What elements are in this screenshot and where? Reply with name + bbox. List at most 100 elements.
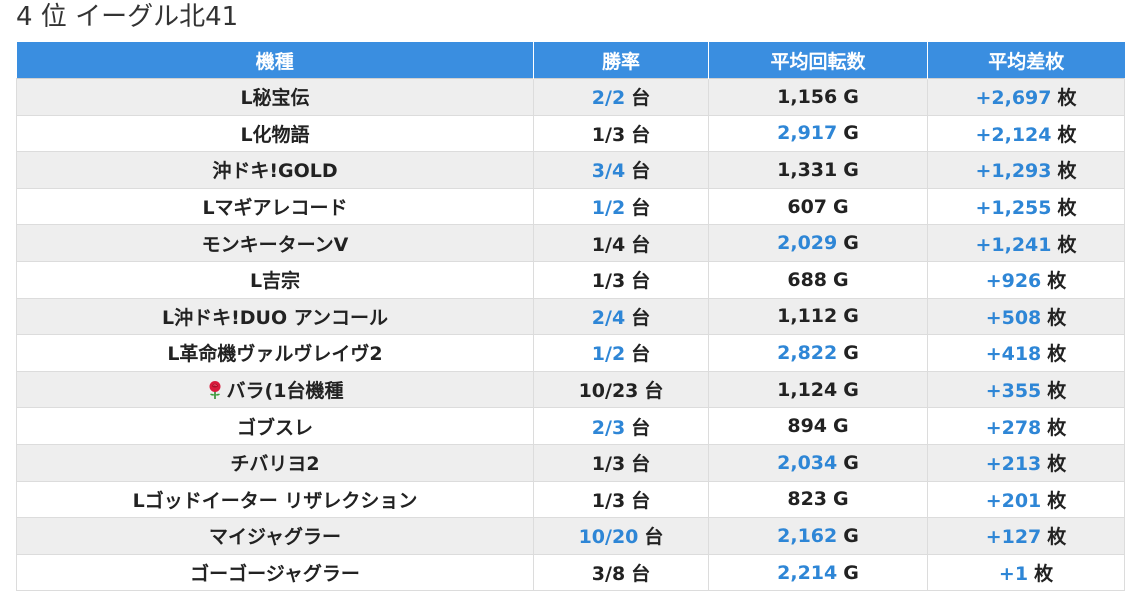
unit-machines: 台: [631, 87, 651, 110]
cell-machine: L秘宝伝: [16, 78, 534, 116]
avg-diff-value: +2,124: [975, 123, 1052, 146]
avg-spins-value: 894: [787, 415, 828, 438]
win-rate-value: 2/4: [591, 306, 626, 329]
avg-diff-value: +2,697: [975, 87, 1052, 110]
table-row: Lマギアレコード 1/2 台 607 G +1,255 枚: [16, 187, 1125, 226]
table-row: L吉宗 1/3 台 688 G +926 枚: [16, 260, 1125, 299]
cell-win-rate: 1/3 台: [533, 260, 709, 299]
table-row: L化物語 1/3 台 2,917 G +2,124 枚: [16, 114, 1125, 153]
rose-icon: [209, 381, 221, 400]
cell-avg-spins: 2,034 G: [708, 443, 928, 482]
win-rate-value: 2/3: [591, 416, 626, 439]
cell-avg-diff: +213 枚: [927, 443, 1125, 482]
unit-medals: 枚: [1057, 87, 1077, 110]
table-row: Lゴッドイーター リザレクション 1/3 台 823 G +201 枚: [16, 480, 1125, 519]
unit-medals: 枚: [1034, 563, 1054, 586]
cell-avg-spins: 894 G: [708, 407, 928, 445]
win-rate-value: 1/2: [591, 343, 626, 366]
machine-name: ゴブスレ: [236, 416, 313, 439]
header-machine[interactable]: 機種: [16, 42, 534, 79]
table-row: L秘宝伝 2/2 台 1,156 G +2,697 枚: [16, 78, 1125, 116]
unit-games: G: [843, 524, 859, 547]
cell-machine: バラ(1台機種: [16, 370, 534, 409]
cell-avg-spins: 2,214 G: [708, 553, 928, 592]
avg-diff-value: +127: [985, 526, 1042, 549]
unit-machines: 台: [644, 380, 664, 403]
avg-spins-value: 1,124: [777, 378, 838, 401]
machine-name: モンキーターンV: [201, 233, 349, 256]
avg-spins-value: 2,034: [777, 451, 838, 474]
avg-spins-value: 2,822: [777, 341, 838, 364]
unit-games: G: [833, 268, 849, 291]
cell-machine: モンキーターンV: [16, 224, 534, 262]
unit-medals: 枚: [1047, 416, 1067, 439]
cell-win-rate: 1/3 台: [533, 443, 709, 482]
unit-games: G: [843, 305, 859, 328]
table-row: ゴブスレ 2/3 台 894 G +278 枚: [16, 407, 1125, 445]
cell-avg-spins: 2,162 G: [708, 517, 928, 555]
unit-games: G: [843, 451, 859, 474]
table-body: L秘宝伝 2/2 台 1,156 G +2,697 枚 L化物語 1/3 台 2,917 G +2,12…: [16, 78, 1125, 592]
avg-diff-value: +418: [985, 343, 1042, 366]
cell-win-rate: 1/2 台: [533, 187, 709, 226]
unit-games: G: [843, 378, 859, 401]
cell-avg-spins: 2,029 G: [708, 224, 928, 262]
unit-machines: 台: [631, 453, 651, 476]
cell-avg-diff: +2,124 枚: [927, 114, 1125, 153]
avg-diff-value: +1,255: [975, 197, 1052, 220]
unit-machines: 台: [631, 123, 651, 146]
table-row: チバリヨ2 1/3 台 2,034 G +213 枚: [16, 443, 1125, 482]
unit-games: G: [843, 122, 859, 145]
header-avg-diff[interactable]: 平均差枚: [927, 42, 1125, 79]
table-row: L沖ドキ!DUO アンコール 2/4 台 1,112 G +508 枚: [16, 297, 1125, 336]
unit-medals: 枚: [1057, 123, 1077, 146]
cell-avg-diff: +355 枚: [927, 370, 1125, 409]
cell-win-rate: 1/3 台: [533, 480, 709, 519]
unit-machines: 台: [631, 270, 651, 293]
win-rate-value: 2/2: [591, 87, 626, 110]
win-rate-value: 1/3: [591, 489, 626, 512]
cell-machine: ゴーゴージャグラー: [16, 553, 534, 592]
avg-diff-value: +278: [985, 416, 1042, 439]
win-rate-value: 3/4: [591, 160, 626, 183]
avg-diff-value: +1: [998, 563, 1029, 586]
avg-spins-value: 2,917: [777, 122, 838, 145]
machine-name: 沖ドキ!GOLD: [212, 160, 338, 183]
cell-avg-spins: 1,124 G: [708, 370, 928, 409]
avg-diff-value: +1,241: [975, 233, 1052, 256]
cell-avg-diff: +508 枚: [927, 297, 1125, 336]
win-rate-value: 1/4: [591, 233, 626, 256]
cell-win-rate: 10/20 台: [533, 517, 709, 555]
table-row: ゴーゴージャグラー 3/8 台 2,214 G +1 枚: [16, 553, 1125, 592]
avg-diff-value: +1,293: [975, 160, 1052, 183]
cell-avg-diff: +1,255 枚: [927, 187, 1125, 226]
cell-avg-spins: 2,822 G: [708, 334, 928, 372]
avg-diff-value: +213: [985, 453, 1042, 476]
page-title: 4 位 イーグル北41: [16, 2, 239, 32]
header-win-rate[interactable]: 勝率: [533, 42, 709, 79]
avg-spins-value: 1,331: [777, 158, 838, 181]
avg-spins-value: 2,162: [777, 524, 838, 547]
cell-avg-spins: 823 G: [708, 480, 928, 519]
cell-win-rate: 3/4 台: [533, 151, 709, 189]
machine-name: チバリヨ2: [230, 453, 320, 476]
unit-games: G: [833, 488, 849, 511]
cell-avg-spins: 607 G: [708, 187, 928, 226]
machine-name: L革命機ヴァルヴレイヴ2: [167, 343, 383, 366]
cell-win-rate: 2/3 台: [533, 407, 709, 445]
unit-medals: 枚: [1047, 380, 1067, 403]
avg-spins-value: 1,156: [777, 85, 838, 108]
unit-machines: 台: [631, 197, 651, 220]
table-header-row: 機種 勝率 平均回転数 平均差枚: [16, 42, 1125, 79]
win-rate-value: 1/3: [591, 270, 626, 293]
avg-spins-value: 607: [787, 195, 828, 218]
win-rate-value: 1/2: [591, 197, 626, 220]
unit-medals: 枚: [1057, 233, 1077, 256]
cell-avg-spins: 1,331 G: [708, 151, 928, 189]
cell-win-rate: 10/23 台: [533, 370, 709, 409]
unit-machines: 台: [631, 489, 651, 512]
cell-win-rate: 1/4 台: [533, 224, 709, 262]
header-avg-spins[interactable]: 平均回転数: [708, 42, 928, 79]
cell-avg-diff: +127 枚: [927, 517, 1125, 555]
cell-avg-diff: +2,697 枚: [927, 78, 1125, 116]
